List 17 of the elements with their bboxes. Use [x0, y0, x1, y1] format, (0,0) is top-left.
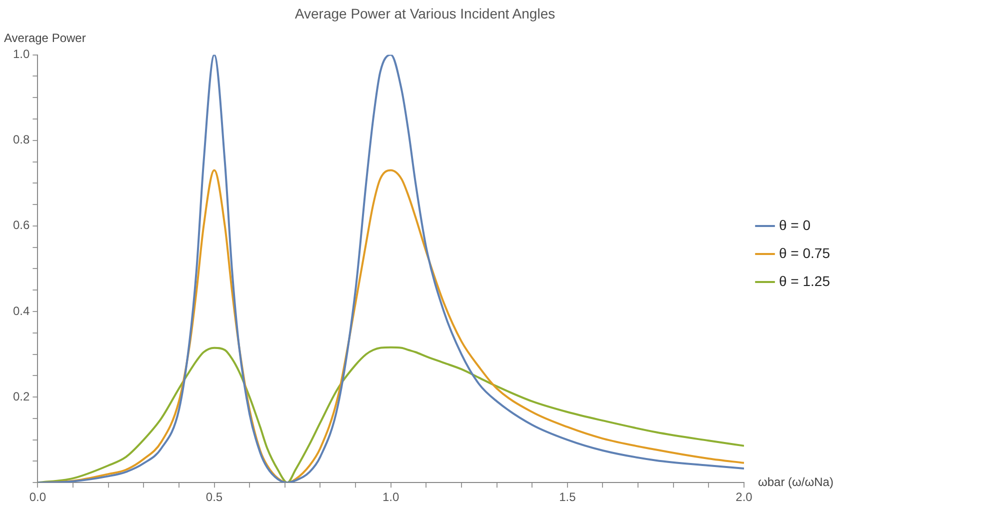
- line-series: [38, 54, 744, 483]
- x-axis-title: ωbar (ω/ωNa): [758, 474, 834, 489]
- chart-title: Average Power at Various Incident Angles: [294, 5, 556, 22]
- y-axis-title: Average Power: [4, 31, 86, 46]
- legend-label: θ = 0.75: [779, 244, 830, 261]
- y-tick-label: 0.6: [12, 218, 30, 232]
- y-tick-label: 1.0: [12, 47, 30, 62]
- x-tick-label: 1.0: [382, 490, 400, 504]
- x-tick-label: 0.0: [29, 490, 46, 504]
- y-tick-label: 0.2: [12, 389, 30, 404]
- legend-label: θ = 1.25: [779, 272, 830, 289]
- x-tick-label: 1.5: [559, 490, 576, 504]
- y-tick-label: 0.4: [12, 304, 30, 318]
- x-tick-label: 2.0: [736, 490, 753, 504]
- y-tick-label: 0.8: [12, 132, 30, 147]
- x-tick-label: 0.5: [206, 490, 223, 504]
- legend-label: θ = 0: [779, 216, 811, 233]
